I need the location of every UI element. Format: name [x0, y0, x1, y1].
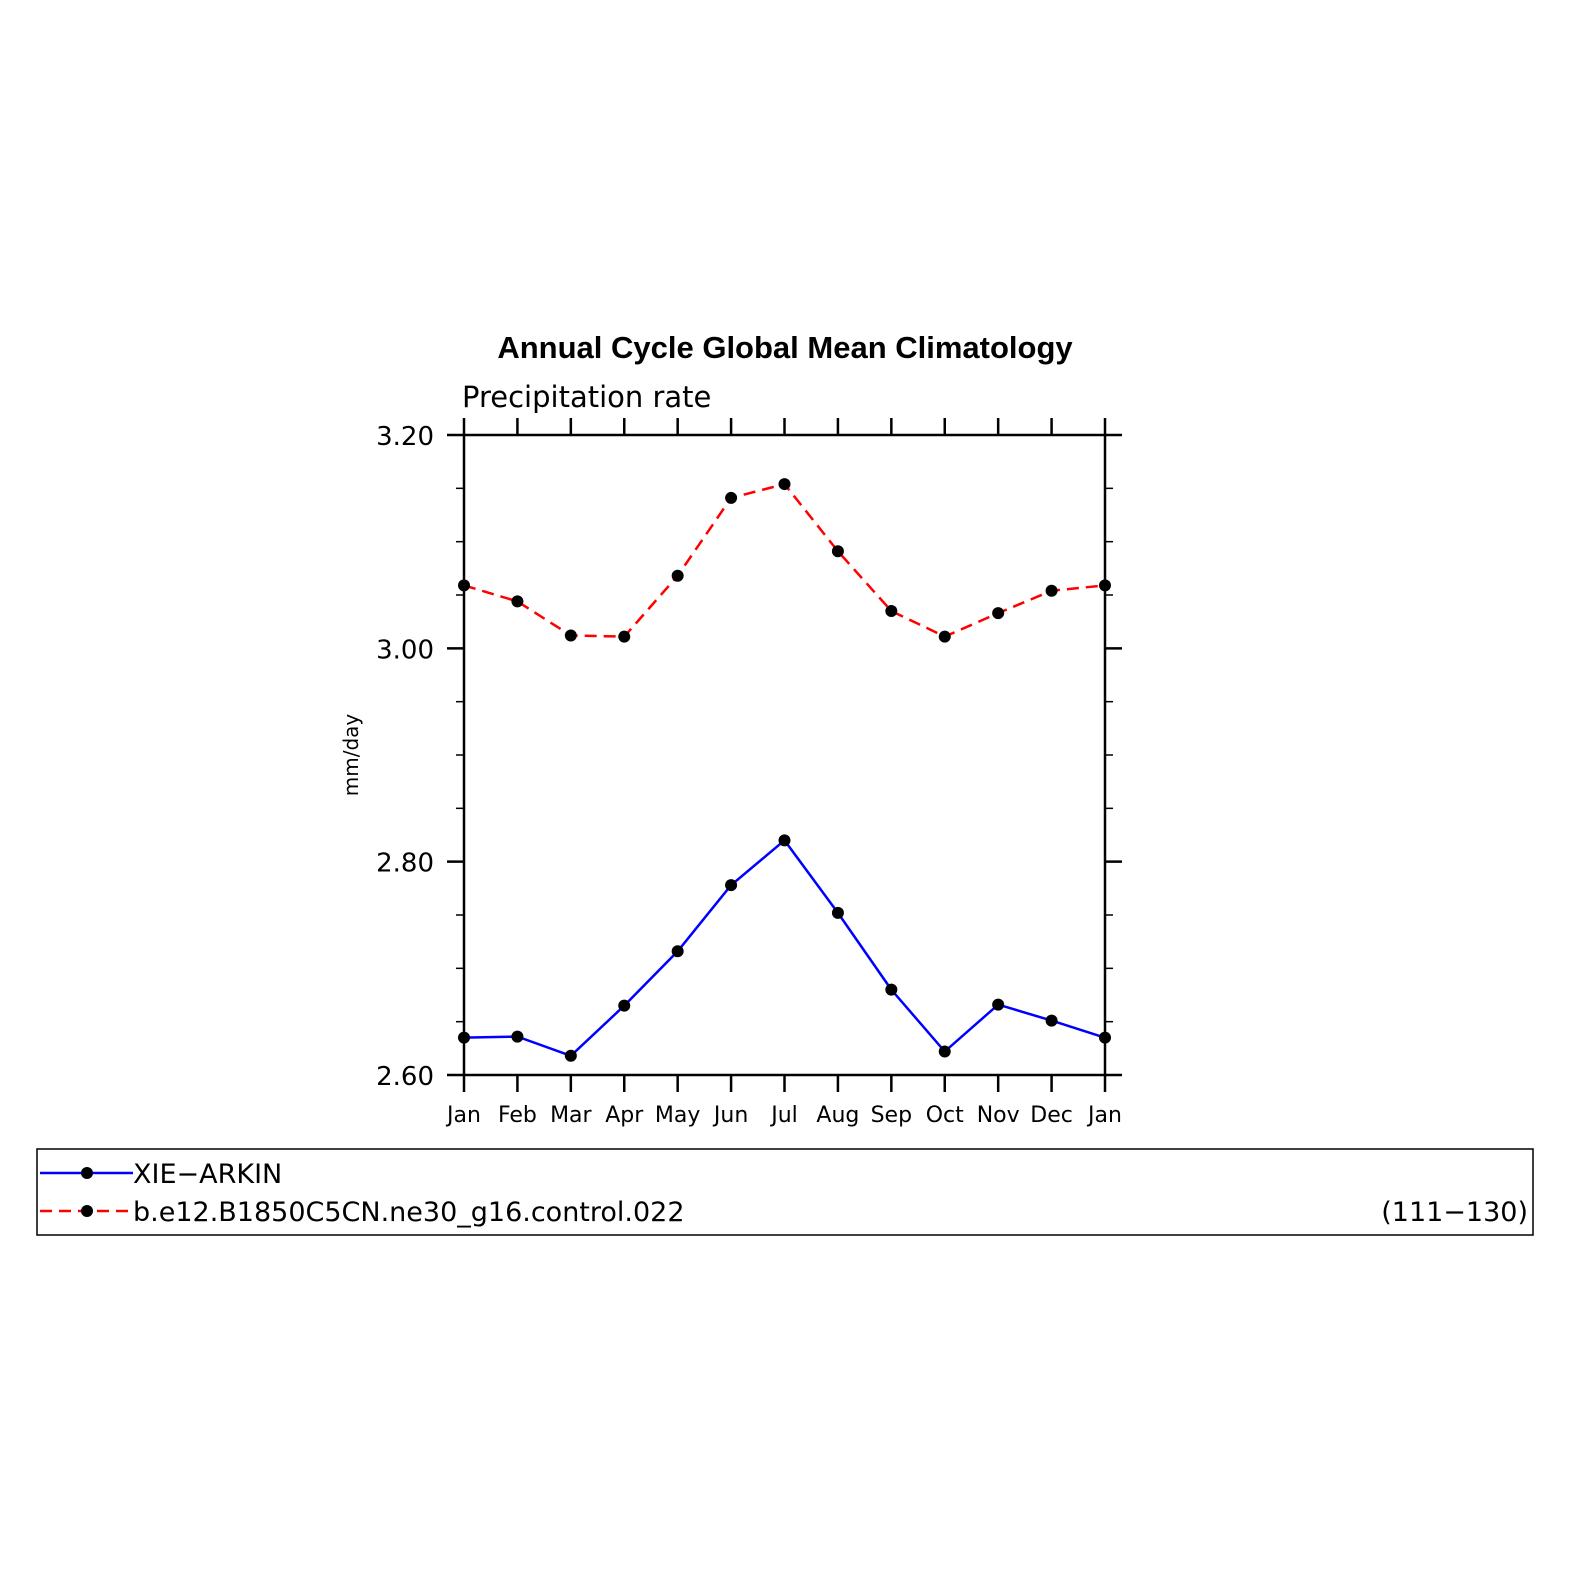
chart-title: Annual Cycle Global Mean Climatology [497, 330, 1073, 365]
data-point [725, 879, 738, 892]
x-tick-label: Jan [445, 1103, 481, 1128]
y-tick-label: 3.20 [376, 422, 434, 452]
data-point [1099, 1031, 1111, 1044]
data-point [778, 478, 791, 491]
legend-label: XIE−ARKIN [133, 1159, 282, 1190]
y-tick-label: 2.60 [376, 1062, 434, 1092]
x-tick-label: Jun [712, 1103, 748, 1128]
plot-axes: Jan Feb Mar Apr May Jun Jul Aug Sep Oct Nov Dec Jan 2… [376, 418, 1122, 1128]
data-point [992, 607, 1005, 620]
legend-label: b.e12.B1850C5CN.ne30_g16.control.022 [133, 1197, 685, 1228]
legend-marker [81, 1205, 93, 1217]
data-point [511, 1030, 524, 1043]
x-tick-label: Jul [769, 1103, 798, 1128]
data-point [1045, 1014, 1058, 1027]
data-point [725, 491, 738, 504]
data-point [992, 998, 1005, 1011]
x-tick-label: Aug [816, 1103, 859, 1128]
data-point [671, 945, 684, 958]
data-point [885, 605, 898, 617]
data-point [778, 834, 791, 847]
x-tick-label: Nov [977, 1103, 1020, 1128]
series-line [463, 482, 1106, 638]
y-axis-label: mm/day [339, 714, 363, 797]
y-tick-label: 3.00 [376, 635, 434, 665]
data-point [458, 1031, 470, 1044]
legend-frame [36, 1148, 1534, 1236]
x-tick-label: Dec [1030, 1103, 1073, 1128]
data-point [1045, 584, 1058, 597]
chart-subtitle: Precipitation rate [462, 380, 711, 414]
x-tick-label: Sep [871, 1103, 912, 1128]
legend: XIE−ARKIN b.e12.B1850C5CN.ne30_g16.contro… [36, 1148, 1534, 1236]
data-point [511, 595, 524, 608]
x-tick-label: May [655, 1103, 700, 1128]
data-point [458, 579, 470, 592]
y-tick-label: 2.80 [376, 849, 434, 879]
data-point [671, 569, 684, 582]
data-point [938, 1045, 951, 1058]
data-point [564, 1049, 577, 1062]
x-tick-label: Oct [926, 1103, 964, 1128]
series-2 [458, 478, 1111, 643]
legend-entries: XIE−ARKIN b.e12.B1850C5CN.ne30_g16.contro… [40, 1159, 1528, 1228]
series-line [463, 838, 1106, 1058]
data-point [618, 999, 631, 1012]
legend-note: (111−130) [1381, 1197, 1528, 1228]
plot-frame [462, 433, 1107, 1077]
data-point [831, 545, 844, 558]
x-tick-label: Mar [550, 1103, 592, 1128]
data-point [938, 630, 951, 643]
data-point [831, 906, 844, 919]
data-point [564, 629, 577, 642]
x-tick-label: Apr [605, 1103, 644, 1128]
x-tick-label: Jan [1086, 1103, 1122, 1128]
series-layer [458, 478, 1111, 1062]
data-point [1099, 579, 1111, 592]
data-point [618, 630, 631, 643]
legend-marker [81, 1167, 93, 1179]
data-point [885, 983, 898, 996]
x-tick-label: Feb [498, 1103, 537, 1128]
series-1 [458, 834, 1111, 1062]
